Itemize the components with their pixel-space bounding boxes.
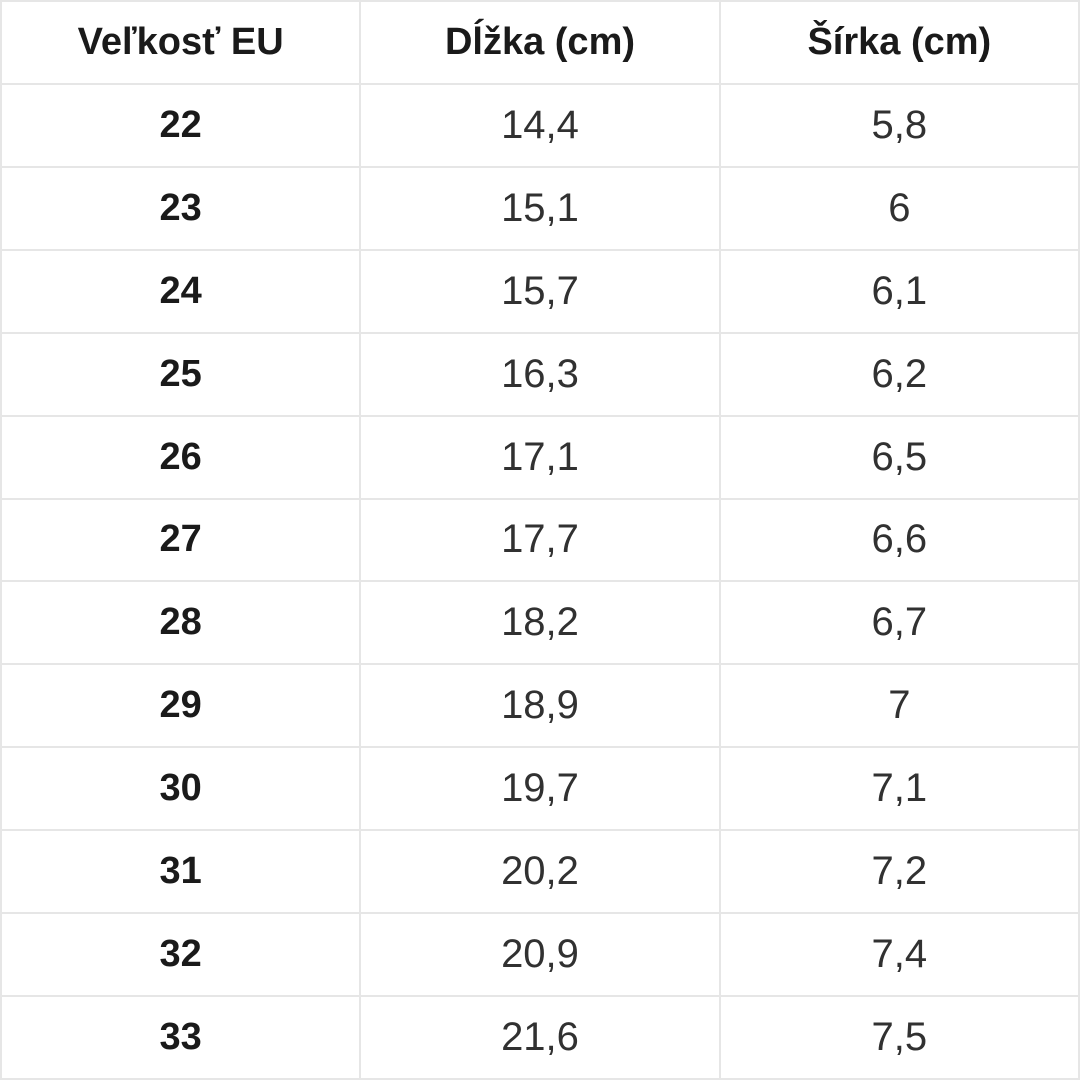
cell-size: 23 <box>2 167 362 251</box>
cell-size: 26 <box>2 416 362 500</box>
table-row: 31 20,2 7,2 <box>2 831 1080 915</box>
table-row: 25 16,3 6,2 <box>2 333 1080 417</box>
table-row: 22 14,4 5,8 <box>2 84 1080 168</box>
cell-size: 28 <box>2 582 362 666</box>
cell-length: 17,7 <box>361 499 721 583</box>
table-row: 24 15,7 6,1 <box>2 250 1080 334</box>
cell-length: 18,9 <box>361 665 721 749</box>
cell-width: 6 <box>720 167 1080 251</box>
cell-length: 15,1 <box>361 167 721 251</box>
table-row: 30 19,7 7,1 <box>2 748 1080 832</box>
cell-length: 20,9 <box>361 914 721 998</box>
header-cell-size-eu: Veľkosť EU <box>2 2 362 85</box>
cell-width: 6,1 <box>720 250 1080 334</box>
table-row: 32 20,9 7,4 <box>2 914 1080 998</box>
cell-length: 17,1 <box>361 416 721 500</box>
table-row: 28 18,2 6,7 <box>2 582 1080 666</box>
cell-width: 7,5 <box>720 997 1080 1080</box>
cell-width: 6,5 <box>720 416 1080 500</box>
cell-length: 15,7 <box>361 250 721 334</box>
table-row: 26 17,1 6,5 <box>2 416 1080 500</box>
header-cell-width-cm: Šírka (cm) <box>720 2 1080 85</box>
table-row: 23 15,1 6 <box>2 167 1080 251</box>
cell-size: 27 <box>2 499 362 583</box>
cell-width: 6,2 <box>720 333 1080 417</box>
cell-size: 30 <box>2 748 362 832</box>
table-row: 27 17,7 6,6 <box>2 499 1080 583</box>
cell-length: 16,3 <box>361 333 721 417</box>
cell-width: 6,7 <box>720 582 1080 666</box>
cell-width: 5,8 <box>720 84 1080 168</box>
table-row: 29 18,9 7 <box>2 665 1080 749</box>
cell-length: 14,4 <box>361 84 721 168</box>
table-row: 33 21,6 7,5 <box>2 997 1080 1080</box>
cell-length: 19,7 <box>361 748 721 832</box>
header-cell-length-cm: Dĺžka (cm) <box>361 2 721 85</box>
cell-length: 20,2 <box>361 831 721 915</box>
cell-size: 31 <box>2 831 362 915</box>
cell-width: 7,2 <box>720 831 1080 915</box>
cell-size: 22 <box>2 84 362 168</box>
table-header-row: Veľkosť EU Dĺžka (cm) Šírka (cm) <box>2 2 1080 85</box>
cell-size: 33 <box>2 997 362 1080</box>
cell-length: 21,6 <box>361 997 721 1080</box>
cell-size: 32 <box>2 914 362 998</box>
cell-width: 7 <box>720 665 1080 749</box>
cell-length: 18,2 <box>361 582 721 666</box>
cell-width: 7,1 <box>720 748 1080 832</box>
cell-size: 29 <box>2 665 362 749</box>
cell-size: 25 <box>2 333 362 417</box>
cell-width: 7,4 <box>720 914 1080 998</box>
cell-size: 24 <box>2 250 362 334</box>
cell-width: 6,6 <box>720 499 1080 583</box>
